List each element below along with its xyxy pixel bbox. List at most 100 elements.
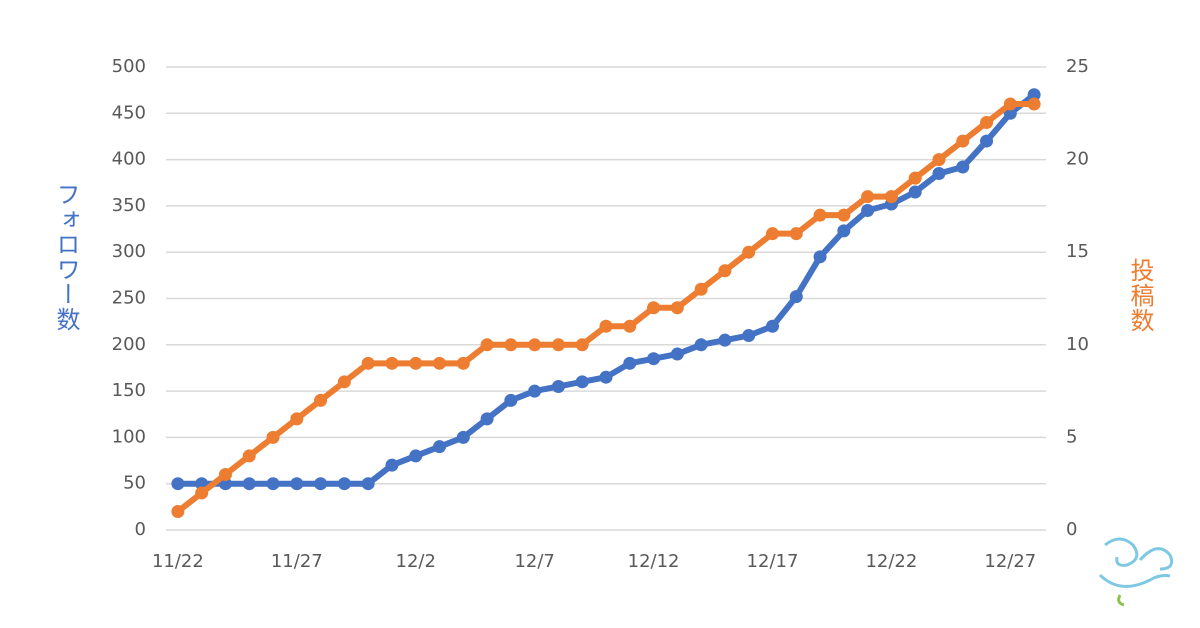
y-axis-title: フォロワー数 bbox=[52, 182, 80, 332]
point bbox=[575, 338, 589, 352]
point bbox=[623, 356, 637, 370]
x-tick-label: 11/22 bbox=[152, 551, 204, 572]
y-tick-label: 200 bbox=[112, 334, 146, 355]
point bbox=[361, 356, 375, 370]
y-tick-label: 350 bbox=[112, 195, 146, 216]
point bbox=[551, 379, 565, 393]
x-tick-label: 12/27 bbox=[984, 551, 1036, 572]
point bbox=[765, 319, 779, 333]
x-tick-label: 12/22 bbox=[865, 551, 917, 572]
point bbox=[647, 301, 661, 315]
point bbox=[861, 190, 875, 204]
point bbox=[1027, 88, 1041, 102]
point bbox=[765, 227, 779, 241]
point bbox=[171, 504, 185, 518]
point bbox=[1003, 97, 1017, 111]
y-tick-label: 500 bbox=[112, 56, 146, 77]
y2-tick-label: 5 bbox=[1066, 426, 1077, 447]
point bbox=[932, 166, 946, 180]
point bbox=[980, 134, 994, 148]
point bbox=[837, 208, 851, 222]
point bbox=[433, 440, 447, 454]
point bbox=[504, 338, 518, 352]
point bbox=[908, 185, 922, 199]
point bbox=[789, 290, 803, 304]
point bbox=[314, 477, 328, 491]
point bbox=[647, 352, 661, 366]
point bbox=[480, 338, 494, 352]
y2-axis-title: 投稿数 bbox=[1126, 258, 1154, 333]
y-tick-label: 400 bbox=[112, 149, 146, 170]
point bbox=[171, 477, 185, 491]
x-tick-label: 12/7 bbox=[514, 551, 554, 572]
point bbox=[314, 393, 328, 407]
y2-tick-label: 0 bbox=[1066, 519, 1077, 540]
point bbox=[599, 319, 613, 333]
point bbox=[956, 160, 970, 174]
point bbox=[290, 477, 304, 491]
point bbox=[1027, 97, 1041, 111]
point bbox=[266, 430, 280, 444]
point bbox=[433, 356, 447, 370]
y-tick-label: 150 bbox=[112, 380, 146, 401]
point bbox=[718, 333, 732, 347]
point bbox=[551, 338, 565, 352]
point bbox=[861, 204, 875, 218]
y-tick-label: 50 bbox=[123, 473, 146, 494]
point bbox=[456, 430, 470, 444]
point bbox=[956, 134, 970, 148]
point bbox=[718, 264, 732, 278]
point bbox=[789, 227, 803, 241]
point bbox=[266, 477, 280, 491]
point bbox=[385, 356, 399, 370]
y2-tick-label: 20 bbox=[1066, 149, 1089, 170]
x-tick-label: 12/2 bbox=[396, 551, 436, 572]
point bbox=[385, 458, 399, 472]
y-tick-label: 0 bbox=[135, 519, 146, 540]
point bbox=[409, 449, 423, 463]
point bbox=[599, 370, 613, 384]
point bbox=[480, 412, 494, 426]
point bbox=[884, 190, 898, 204]
point bbox=[623, 319, 637, 333]
logo bbox=[1098, 537, 1174, 607]
point bbox=[932, 153, 946, 167]
series-line bbox=[177, 92, 1036, 487]
point bbox=[218, 467, 232, 481]
x-tick-label: 12/17 bbox=[747, 551, 799, 572]
point bbox=[337, 375, 351, 389]
y-tick-label: 250 bbox=[112, 288, 146, 309]
y2-tick-label: 25 bbox=[1066, 56, 1089, 77]
point bbox=[694, 338, 708, 352]
point bbox=[528, 384, 542, 398]
series-line bbox=[176, 101, 1035, 514]
point bbox=[337, 477, 351, 491]
y2-tick-label: 15 bbox=[1066, 241, 1089, 262]
point bbox=[242, 477, 256, 491]
point bbox=[742, 245, 756, 259]
point bbox=[504, 393, 518, 407]
point bbox=[908, 171, 922, 185]
point bbox=[361, 477, 375, 491]
point bbox=[242, 449, 256, 463]
x-tick-label: 12/12 bbox=[628, 551, 680, 572]
point bbox=[456, 356, 470, 370]
y2-tick-label: 10 bbox=[1066, 334, 1089, 355]
y-tick-label: 450 bbox=[112, 102, 146, 123]
point bbox=[837, 224, 851, 238]
point bbox=[813, 250, 827, 264]
point bbox=[742, 329, 756, 343]
x-tick-label: 11/27 bbox=[271, 551, 323, 572]
point bbox=[813, 208, 827, 222]
point bbox=[980, 116, 994, 130]
point bbox=[694, 282, 708, 296]
point bbox=[670, 347, 684, 361]
y-tick-label: 100 bbox=[112, 426, 146, 447]
point bbox=[575, 375, 589, 389]
point bbox=[290, 412, 304, 426]
point bbox=[409, 356, 423, 370]
point bbox=[195, 486, 209, 500]
point bbox=[670, 301, 684, 315]
y-tick-label: 300 bbox=[112, 241, 146, 262]
